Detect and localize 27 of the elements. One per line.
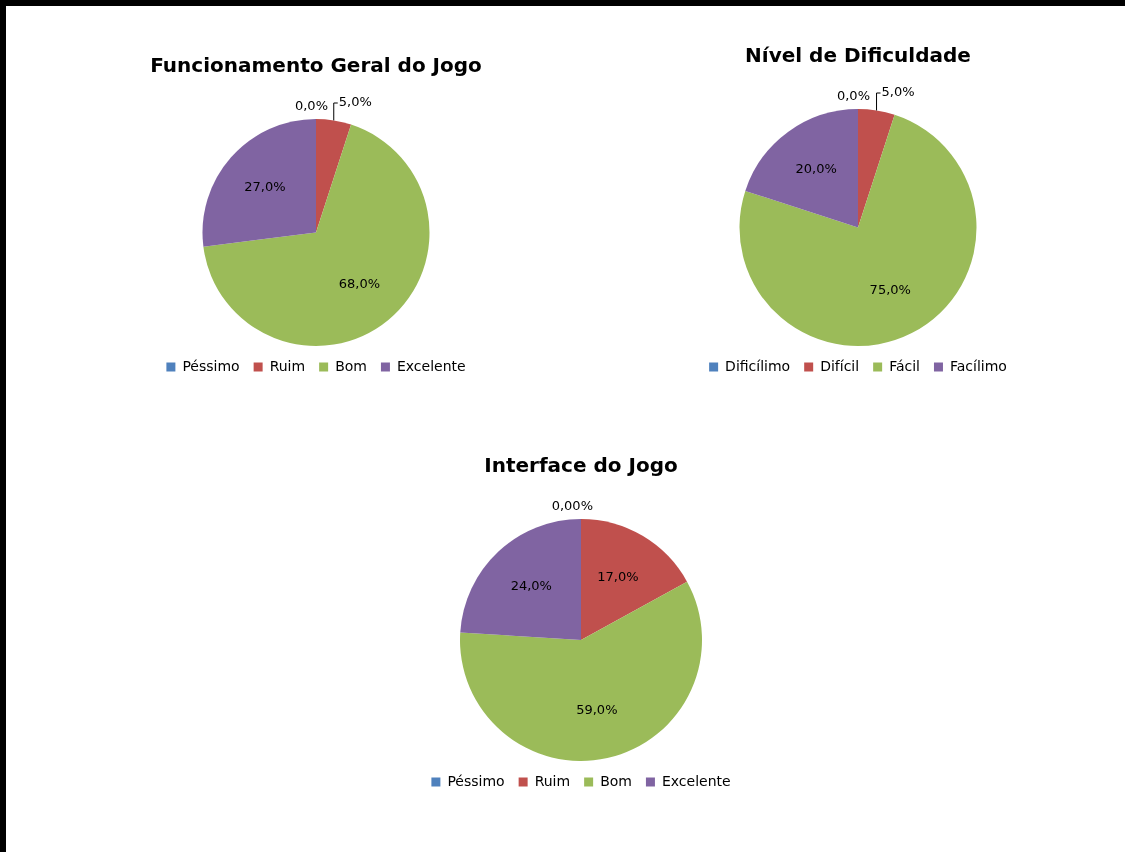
chart-title: Interface do Jogo [484, 453, 678, 478]
legend-label: Bom [600, 772, 632, 789]
text: 0,00% [551, 498, 593, 514]
data-label: 5,0% [338, 94, 372, 110]
legend-label: Bom [335, 357, 367, 374]
chart-title: Funcionamento Geral do Jogo [150, 53, 482, 78]
data-label: 59,0% [576, 702, 618, 718]
data-label: 75,0% [869, 282, 911, 298]
legend-label: Facílimo [949, 357, 1007, 374]
legend-label: Ruim [269, 357, 306, 374]
data-label: 24,0% [510, 578, 552, 594]
data-label: 5,0% [881, 84, 915, 100]
legend-label: Fácil [889, 357, 920, 374]
text: 0,0% [836, 88, 870, 104]
legend-label: Difícil [820, 357, 860, 374]
chart-title: Nível de Dificuldade [745, 43, 971, 68]
legend-label: Péssimo [447, 772, 505, 789]
data-label: 68,0% [338, 276, 381, 292]
data-label: 27,0% [244, 178, 286, 194]
text: 0,0% [294, 98, 328, 114]
legend-label: Excelente [661, 772, 731, 789]
data-label: 17,0% [597, 568, 639, 584]
legend-label: Ruim [534, 772, 571, 789]
data-label: 20,0% [795, 161, 837, 177]
legend-label: Excelente [396, 357, 466, 374]
legend-label: Péssimo [182, 357, 240, 374]
legend-label: Dificílimo [725, 357, 791, 374]
